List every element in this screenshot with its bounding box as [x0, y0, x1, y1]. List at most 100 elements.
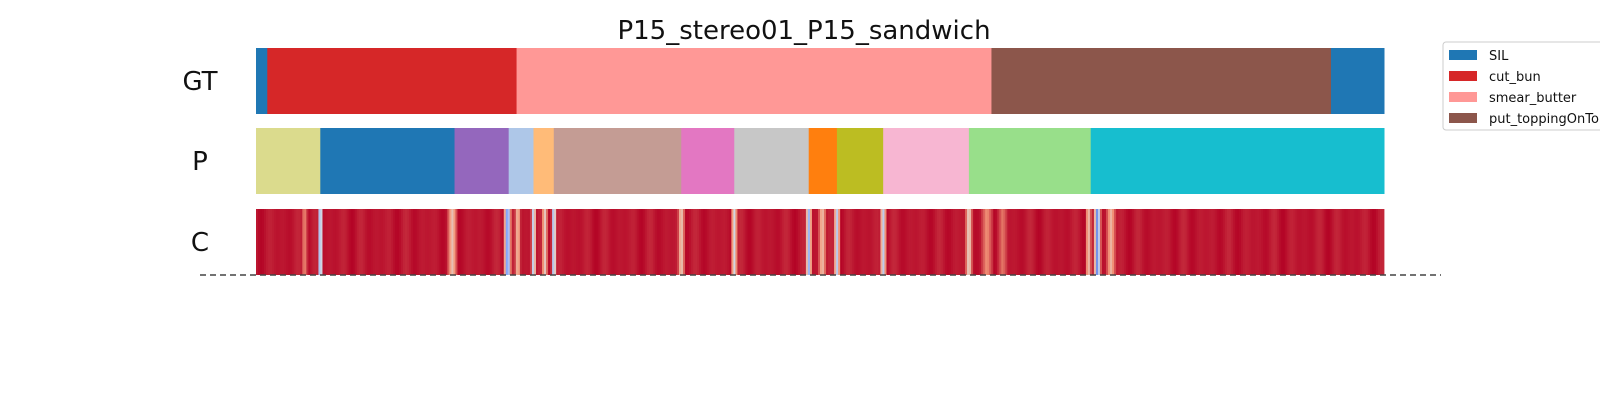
confidence-cell [753, 209, 756, 275]
confidence-cell [884, 209, 887, 275]
confidence-cell [1369, 209, 1373, 275]
confidence-cell [749, 209, 752, 275]
confidence-cell [1204, 209, 1208, 275]
confidence-cell [805, 209, 809, 275]
confidence-cell [475, 209, 478, 275]
confidence-cell [842, 209, 845, 275]
confidence-cell [1073, 209, 1077, 275]
confidence-cell [1114, 209, 1117, 275]
confidence-cell [898, 209, 901, 275]
confidence-cell [693, 209, 696, 275]
confidence-cell [1355, 209, 1359, 275]
confidence-cell [447, 209, 450, 275]
confidence-cell [1037, 209, 1040, 275]
confidence-cell [1345, 209, 1349, 275]
segment-gt-4 [1330, 48, 1385, 114]
confidence-cell [870, 209, 873, 275]
confidence-cell [1371, 209, 1375, 275]
confidence-cell [336, 209, 339, 275]
confidence-cell [904, 209, 908, 275]
confidence-cell [1112, 209, 1115, 275]
confidence-cell [413, 209, 416, 275]
confidence-cell [1212, 209, 1216, 275]
confidence-cell [1154, 209, 1157, 275]
row-gt: GT [182, 48, 1385, 114]
confidence-cell [803, 209, 807, 275]
confidence-cell [1061, 209, 1065, 275]
confidence-cell [535, 209, 539, 275]
confidence-cell [1043, 209, 1046, 275]
confidence-cell [1095, 209, 1099, 275]
confidence-cell [963, 209, 966, 275]
confidence-cell [1091, 209, 1095, 275]
confidence-cell [801, 209, 805, 275]
confidence-cell [747, 209, 750, 275]
legend-label-3: put_toppingOnTop [1489, 112, 1600, 127]
confidence-cell [570, 209, 573, 275]
confidence-cell [1102, 209, 1105, 275]
legend-label-0: SIL [1489, 49, 1509, 64]
confidence-cell [453, 209, 456, 275]
confidence-cell [348, 209, 352, 275]
confidence-cell [793, 209, 797, 275]
confidence-cell [1007, 209, 1010, 275]
confidence-cell [459, 209, 462, 275]
confidence-cell [1126, 209, 1129, 275]
confidence-cell [332, 209, 335, 275]
confidence-cell [646, 209, 650, 275]
confidence-cell [1220, 209, 1224, 275]
confidence-cell [797, 209, 801, 275]
confidence-cell [562, 209, 565, 275]
confidence-cell [495, 209, 499, 275]
confidence-cell [443, 209, 446, 275]
confidence-cell [1309, 209, 1312, 275]
confidence-cell [961, 209, 964, 275]
confidence-cell [368, 209, 372, 275]
confidence-cell [320, 209, 323, 275]
confidence-cell [745, 209, 748, 275]
confidence-cell [409, 209, 412, 275]
confidence-cell [467, 209, 470, 275]
confidence-cell [1005, 209, 1008, 275]
confidence-cell [719, 209, 722, 275]
confidence-cell [548, 209, 551, 275]
confidence-cell [388, 209, 392, 275]
confidence-cell [1265, 209, 1268, 275]
confidence-cell [777, 209, 781, 275]
confidence-cell [1210, 209, 1214, 275]
confidence-cell [1327, 209, 1331, 275]
confidence-cell [1146, 209, 1149, 275]
confidence-cell [1291, 209, 1294, 275]
segment-p-5 [553, 128, 682, 194]
confidence-cell [874, 209, 877, 275]
confidence-cell [1263, 209, 1266, 275]
confidence-cell [856, 209, 859, 275]
confidence-cell [521, 209, 525, 275]
confidence-cell [308, 209, 311, 275]
confidence-cell [840, 209, 843, 275]
confidence-cell [916, 209, 920, 275]
confidence-cell [352, 209, 356, 275]
confidence-cell [256, 209, 259, 275]
confidence-cell [894, 209, 897, 275]
confidence-cell [1305, 209, 1308, 275]
confidence-cell [477, 209, 480, 275]
confidence-cell [860, 209, 863, 275]
confidence-cell [640, 209, 644, 275]
confidence-cell [648, 209, 652, 275]
confidence-cell [809, 209, 813, 275]
confidence-cell [1269, 209, 1272, 275]
confidence-cell [1319, 209, 1322, 275]
confidence-cell [330, 209, 333, 275]
confidence-cell [302, 209, 305, 275]
confidence-cell [890, 209, 893, 275]
confidence-cell [1168, 209, 1171, 275]
confidence-cell [544, 209, 547, 275]
confidence-cell [1063, 209, 1067, 275]
confidence-cell [1313, 209, 1316, 275]
confidence-cell [1132, 209, 1135, 275]
confidence-cell [775, 209, 779, 275]
confidence-cell [1180, 209, 1183, 275]
confidence-cell [1343, 209, 1347, 275]
confidence-cell [1120, 209, 1123, 275]
